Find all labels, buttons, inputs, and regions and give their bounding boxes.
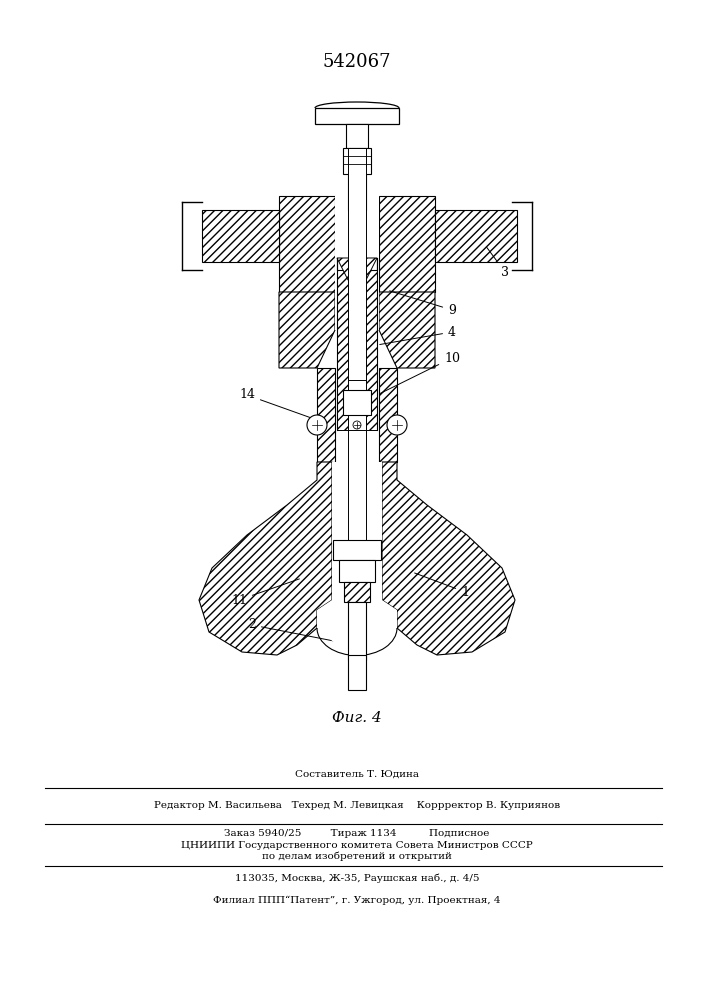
- Circle shape: [307, 415, 327, 435]
- Bar: [379, 196, 435, 292]
- Bar: [337, 258, 348, 430]
- Bar: [337, 258, 377, 270]
- Text: 113035, Москва, Ж-35, Раушская наб., д. 4/5: 113035, Москва, Ж-35, Раушская наб., д. …: [235, 873, 479, 883]
- Bar: [348, 174, 366, 210]
- Text: Редактор М. Васильева   Техред М. Левицкая    Коррректор В. Куприянов: Редактор М. Васильева Техред М. Левицкая…: [154, 800, 560, 810]
- Bar: [344, 582, 370, 602]
- Bar: [343, 148, 371, 174]
- Bar: [317, 368, 335, 462]
- Polygon shape: [379, 292, 435, 368]
- Bar: [202, 210, 279, 262]
- Bar: [348, 380, 366, 430]
- Text: 11: 11: [231, 579, 299, 606]
- Polygon shape: [337, 258, 377, 280]
- Bar: [366, 258, 377, 430]
- Text: 9: 9: [390, 291, 456, 316]
- Text: Филиал ППП“Патент”, г. Ужгород, ул. Проектная, 4: Филиал ППП“Патент”, г. Ужгород, ул. Прое…: [214, 895, 501, 905]
- Text: по делам изобретений и открытий: по делам изобретений и открытий: [262, 851, 452, 861]
- Circle shape: [353, 421, 361, 429]
- Text: 2: 2: [248, 618, 337, 641]
- Bar: [339, 560, 375, 582]
- Bar: [315, 108, 399, 124]
- Text: Составитель Т. Юдина: Составитель Т. Юдина: [295, 770, 419, 778]
- Bar: [279, 196, 335, 292]
- Text: Фиг. 4: Фиг. 4: [332, 711, 382, 725]
- Text: 14: 14: [239, 388, 315, 419]
- Text: Заказ 5940/25         Тираж 1134          Подписное: Заказ 5940/25 Тираж 1134 Подписное: [224, 830, 490, 838]
- Text: 542067: 542067: [323, 53, 391, 71]
- Polygon shape: [199, 462, 332, 655]
- Bar: [335, 196, 379, 292]
- Bar: [348, 655, 366, 690]
- Polygon shape: [317, 462, 397, 655]
- Circle shape: [387, 415, 407, 435]
- Text: 10: 10: [380, 352, 460, 394]
- Bar: [346, 124, 368, 148]
- Polygon shape: [279, 292, 335, 368]
- Bar: [379, 368, 397, 462]
- Bar: [348, 148, 366, 635]
- Text: 3: 3: [486, 247, 509, 278]
- Text: ЦНИИПИ Государственного комитета Совета Министров СССР: ЦНИИПИ Государственного комитета Совета …: [181, 840, 533, 850]
- Bar: [348, 602, 366, 660]
- Bar: [435, 210, 517, 262]
- Polygon shape: [335, 292, 379, 330]
- Text: 1: 1: [414, 573, 469, 598]
- Text: 4: 4: [380, 326, 456, 345]
- Polygon shape: [382, 462, 515, 655]
- Bar: [333, 540, 381, 560]
- Bar: [343, 390, 371, 415]
